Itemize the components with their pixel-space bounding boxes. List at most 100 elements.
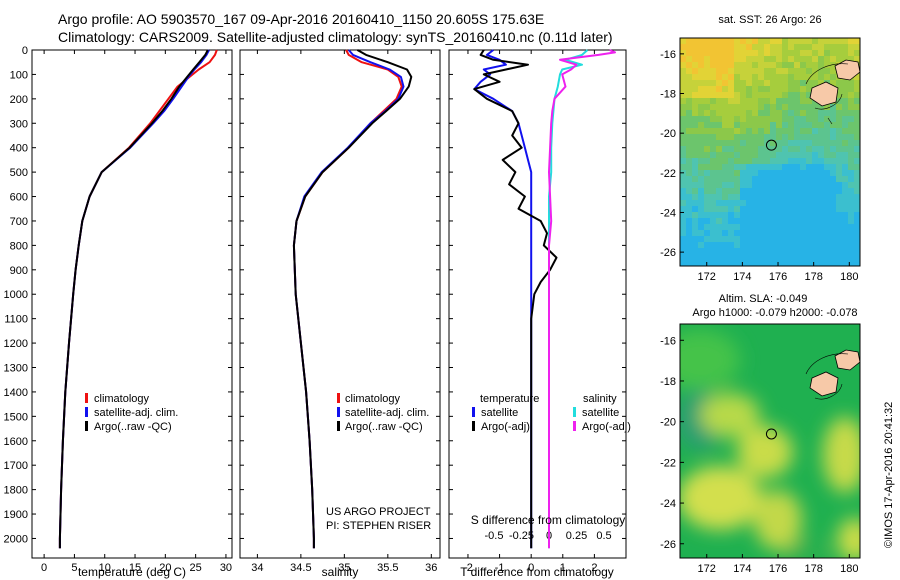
sst-cell (710, 260, 716, 266)
salinity-legend: climatology satellite-adj. clim. Argo(..… (337, 393, 429, 433)
sst-cell (848, 50, 854, 56)
sst-cell (764, 110, 770, 116)
sst-cell (704, 80, 710, 86)
sst-cell (770, 248, 776, 254)
sst-cell (716, 38, 722, 44)
sst-cell (686, 260, 692, 266)
sst-cell (806, 152, 812, 158)
sst-cell (716, 44, 722, 50)
sst-cell (710, 98, 716, 104)
sst-cell (686, 110, 692, 116)
sst-cell (734, 92, 740, 98)
sst-cell (710, 104, 716, 110)
sst-cell (758, 200, 764, 206)
sst-cell (806, 50, 812, 56)
sst-cell (704, 98, 710, 104)
map-x-tick-label: 180 (840, 271, 858, 283)
sst-cell (734, 236, 740, 242)
sla-map-frame (679, 323, 861, 559)
sst-cell (734, 152, 740, 158)
sst-cell (734, 200, 740, 206)
sst-cell (836, 44, 842, 50)
sst-cell (698, 170, 704, 176)
sst-cell (782, 122, 788, 128)
sst-cell (854, 122, 860, 128)
sst-cell (818, 224, 824, 230)
sst-cell (692, 146, 698, 152)
sst-cell (752, 170, 758, 176)
sst-cell (716, 140, 722, 146)
sst-cell (698, 248, 704, 254)
sst-cell (698, 212, 704, 218)
sst-cell (758, 164, 764, 170)
sst-cell (776, 212, 782, 218)
sst-cell (764, 146, 770, 152)
sst-cell (710, 62, 716, 68)
sst-cell (680, 230, 686, 236)
sla-heatmap (680, 324, 860, 558)
sst-cell (776, 146, 782, 152)
sst-cell (836, 176, 842, 182)
sst-cell (752, 140, 758, 146)
sst-cell (728, 260, 734, 266)
sst-cell (854, 230, 860, 236)
sst-cell (752, 242, 758, 248)
sst-cell (680, 98, 686, 104)
sst-cell (734, 140, 740, 146)
sst-cell (782, 230, 788, 236)
sst-cell (758, 38, 764, 44)
sst-cell (800, 254, 806, 260)
sst-cell (704, 50, 710, 56)
sst-cell (830, 182, 836, 188)
sst-cell (800, 44, 806, 50)
sst-cell (818, 146, 824, 152)
sst-cell (680, 224, 686, 230)
sst-cell (710, 50, 716, 56)
sst-cell (800, 92, 806, 98)
sst-cell (824, 50, 830, 56)
sst-cell (692, 128, 698, 134)
sst-cell (842, 92, 848, 98)
sst-cell (818, 230, 824, 236)
sst-cell (764, 242, 770, 248)
sst-cell (758, 62, 764, 68)
sst-cell (836, 116, 842, 122)
sst-cell (848, 152, 854, 158)
sst-cell (818, 152, 824, 158)
sst-cell (722, 74, 728, 80)
sst-cell (692, 80, 698, 86)
sst-cell (740, 254, 746, 260)
sst-cell (758, 170, 764, 176)
sst-cell (782, 44, 788, 50)
sst-cell (704, 176, 710, 182)
sst-cell (770, 242, 776, 248)
sst-cell (776, 200, 782, 206)
sst-cell (830, 170, 836, 176)
sst-cell (704, 62, 710, 68)
sst-cell (704, 212, 710, 218)
sst-cell (704, 56, 710, 62)
sst-cell (680, 164, 686, 170)
sst-cell (812, 182, 818, 188)
legend-label-satellite: satellite-adj. clim. (345, 407, 429, 419)
y-tick-label: 0 (22, 45, 28, 57)
y-tick-label: 800 (10, 240, 28, 252)
sst-cell (758, 80, 764, 86)
sst-cell (782, 68, 788, 74)
sst-cell (716, 212, 722, 218)
sst-cell (854, 200, 860, 206)
sst-cell (752, 188, 758, 194)
sst-cell (698, 206, 704, 212)
sst-cell (716, 80, 722, 86)
sst-cell (836, 242, 842, 248)
sst-cell (764, 116, 770, 122)
series-line-salinity_argo (548, 49, 616, 549)
sst-cell (686, 188, 692, 194)
difference-top-label: S difference from climatology (471, 513, 626, 527)
sst-cell (788, 248, 794, 254)
sst-cell (788, 152, 794, 158)
sst-cell (680, 200, 686, 206)
sst-cell (782, 170, 788, 176)
series-line-argo (473, 49, 558, 549)
sst-cell (812, 224, 818, 230)
